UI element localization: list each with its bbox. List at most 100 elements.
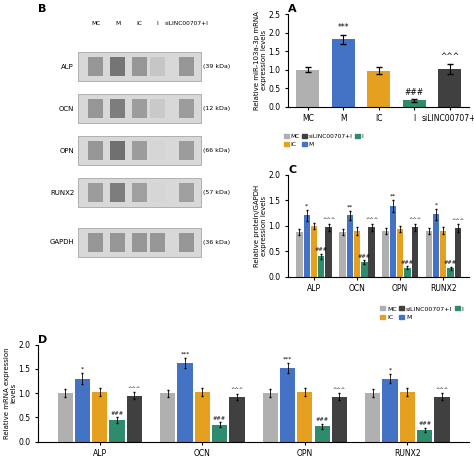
Bar (383, 379, 398, 442)
Bar (229, 397, 245, 442)
Bar (110, 233, 125, 252)
Bar (88, 233, 103, 252)
Bar (78, 94, 201, 123)
Bar (346, 215, 353, 276)
Text: ALP: ALP (62, 63, 74, 70)
Bar (434, 397, 450, 442)
Text: ###: ### (418, 421, 431, 426)
Bar (132, 57, 147, 76)
Text: MC: MC (91, 21, 100, 26)
Bar (132, 233, 147, 252)
Bar (78, 136, 201, 165)
Text: ^^^: ^^^ (128, 386, 141, 391)
Text: C: C (288, 164, 296, 175)
Bar (400, 392, 415, 442)
Text: ^^^: ^^^ (451, 218, 465, 223)
Bar (177, 363, 192, 442)
Text: (39 kDa): (39 kDa) (203, 64, 230, 69)
Bar (390, 206, 396, 276)
Text: M: M (115, 21, 120, 26)
Bar (150, 233, 165, 252)
Bar (179, 183, 194, 202)
Text: ###: ### (401, 260, 414, 265)
Bar (296, 70, 319, 107)
Y-axis label: Relative mRNA expression
levels: Relative mRNA expression levels (4, 347, 17, 439)
Bar (212, 425, 227, 442)
Text: ***: *** (337, 23, 349, 32)
Text: ###: ### (358, 254, 371, 258)
Text: *: * (435, 203, 438, 208)
Text: B: B (38, 4, 46, 14)
Bar (311, 226, 317, 276)
Bar (315, 426, 330, 442)
Text: ^^^: ^^^ (440, 52, 459, 61)
Text: ^^^: ^^^ (436, 387, 448, 392)
Bar (109, 420, 125, 442)
Text: (12 kDa): (12 kDa) (203, 106, 230, 111)
Bar (339, 232, 346, 276)
Bar (195, 392, 210, 442)
Bar (354, 231, 360, 276)
Bar (127, 396, 142, 442)
Text: siLINC00707+I: siLINC00707+I (164, 21, 209, 26)
Bar (110, 57, 125, 76)
Bar (78, 178, 201, 207)
Text: **: ** (390, 194, 396, 199)
Bar (88, 99, 103, 118)
Bar (88, 183, 103, 202)
Text: OCN: OCN (59, 106, 74, 111)
Text: (66 kDa): (66 kDa) (203, 148, 230, 153)
Bar (150, 99, 165, 118)
Bar (92, 392, 108, 442)
Bar (397, 229, 403, 276)
Text: OPN: OPN (59, 148, 74, 154)
Bar (160, 393, 175, 442)
Text: (36 kDa): (36 kDa) (203, 240, 230, 245)
Legend: MC, IC, siLINC00707+I, M, I: MC, IC, siLINC00707+I, M, I (282, 132, 365, 149)
Y-axis label: Relative protein/GAPDH
expression levels: Relative protein/GAPDH expression levels (254, 185, 267, 267)
Bar (368, 227, 375, 276)
Text: ^^^: ^^^ (408, 217, 421, 222)
Bar (402, 101, 426, 107)
Text: ###: ### (213, 416, 226, 421)
Bar (447, 268, 454, 276)
Text: ***: *** (283, 356, 292, 361)
Text: ^^^: ^^^ (365, 217, 378, 222)
Text: ###: ### (315, 247, 328, 252)
Text: ***: *** (180, 352, 190, 357)
Bar (78, 52, 201, 81)
Bar (297, 392, 312, 442)
Bar (332, 39, 355, 107)
Bar (433, 214, 439, 276)
Text: IC: IC (137, 21, 142, 26)
Bar (110, 141, 125, 160)
Text: GAPDH: GAPDH (49, 239, 74, 245)
Bar (179, 233, 194, 252)
Bar (132, 99, 147, 118)
Bar (150, 57, 165, 76)
Text: ###: ### (404, 88, 424, 97)
Text: A: A (288, 4, 297, 14)
Bar (179, 99, 194, 118)
Text: I: I (157, 21, 158, 26)
Bar (411, 227, 418, 276)
Bar (150, 141, 165, 160)
Bar (383, 231, 389, 276)
Legend: MC, IC, siLINC00707+I, M, I: MC, IC, siLINC00707+I, M, I (378, 304, 466, 322)
Bar (440, 231, 447, 276)
Text: ^^^: ^^^ (230, 387, 244, 392)
Text: *: * (81, 366, 84, 371)
Bar (110, 99, 125, 118)
Text: ###: ### (316, 417, 329, 423)
Bar (179, 141, 194, 160)
Bar (150, 183, 165, 202)
Bar (318, 256, 325, 276)
Text: (57 kDa): (57 kDa) (203, 190, 230, 195)
Bar (365, 393, 381, 442)
Bar (179, 57, 194, 76)
Bar (332, 397, 347, 442)
Bar (325, 227, 332, 276)
Text: ^^^: ^^^ (322, 217, 335, 222)
Text: D: D (38, 335, 47, 345)
Bar (57, 393, 73, 442)
